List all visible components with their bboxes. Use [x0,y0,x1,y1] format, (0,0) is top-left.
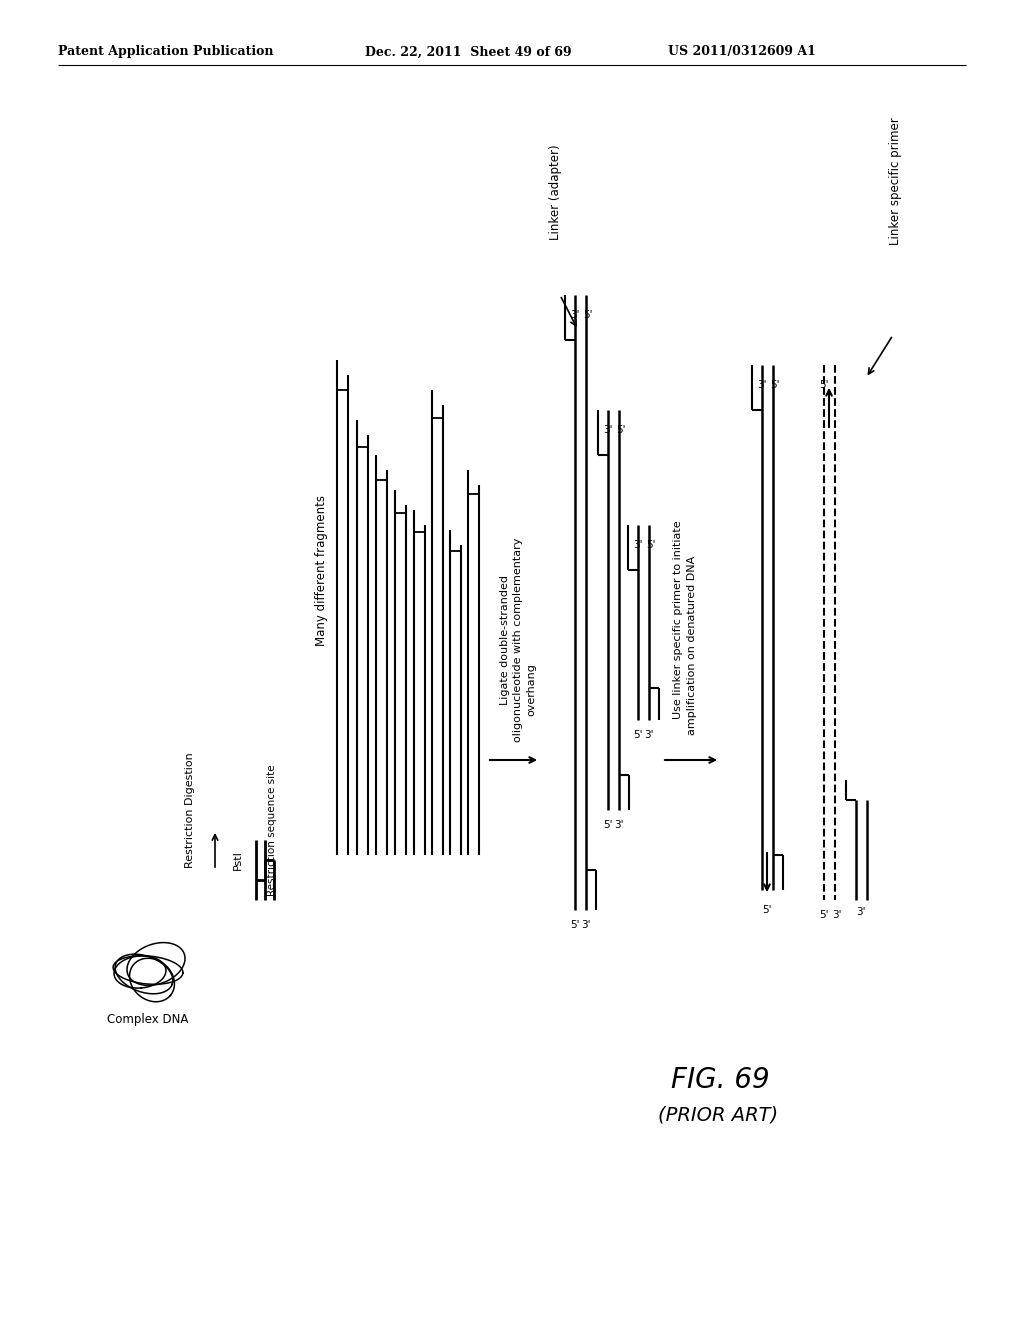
Text: 5': 5' [603,820,612,830]
Text: PstI: PstI [233,850,243,870]
Text: Patent Application Publication: Patent Application Publication [58,45,273,58]
Text: 3': 3' [833,909,842,920]
Text: 3': 3' [582,920,591,931]
Text: Restriction sequence site: Restriction sequence site [267,764,278,896]
Text: 3': 3' [570,310,580,319]
Text: Linker (adapter): Linker (adapter) [549,144,561,240]
Text: 3': 3' [603,425,612,436]
Text: US 2011/0312609 A1: US 2011/0312609 A1 [668,45,816,58]
Text: Many different fragments: Many different fragments [315,495,329,645]
Text: FIG. 69: FIG. 69 [671,1067,769,1094]
Text: 3': 3' [614,820,624,830]
Text: 5': 5' [646,540,655,550]
Text: 3': 3' [856,907,865,917]
Text: 5': 5' [819,380,828,389]
Text: 5': 5' [770,380,779,389]
Text: (PRIOR ART): (PRIOR ART) [658,1106,778,1125]
Text: Ligate double-stranded: Ligate double-stranded [500,576,510,705]
Text: Complex DNA: Complex DNA [108,1014,188,1027]
Text: 3': 3' [633,540,643,550]
Text: 5': 5' [584,310,593,319]
Text: 5': 5' [570,920,580,931]
Text: 5': 5' [616,425,626,436]
Text: 5': 5' [633,730,643,741]
Text: Restriction Digestion: Restriction Digestion [185,752,195,867]
Text: Dec. 22, 2011  Sheet 49 of 69: Dec. 22, 2011 Sheet 49 of 69 [365,45,571,58]
Text: overhang: overhang [526,664,536,717]
Text: 3': 3' [758,380,767,389]
Text: 5': 5' [762,906,772,915]
Text: amplification on denatured DNA: amplification on denatured DNA [687,556,697,735]
Text: 5': 5' [819,909,828,920]
Text: Linker specific primer: Linker specific primer [889,117,901,246]
Text: oligonucleotide with complementary: oligonucleotide with complementary [513,537,523,742]
Text: 3': 3' [644,730,653,741]
Text: Use linker specific primer to initiate: Use linker specific primer to initiate [673,520,683,719]
